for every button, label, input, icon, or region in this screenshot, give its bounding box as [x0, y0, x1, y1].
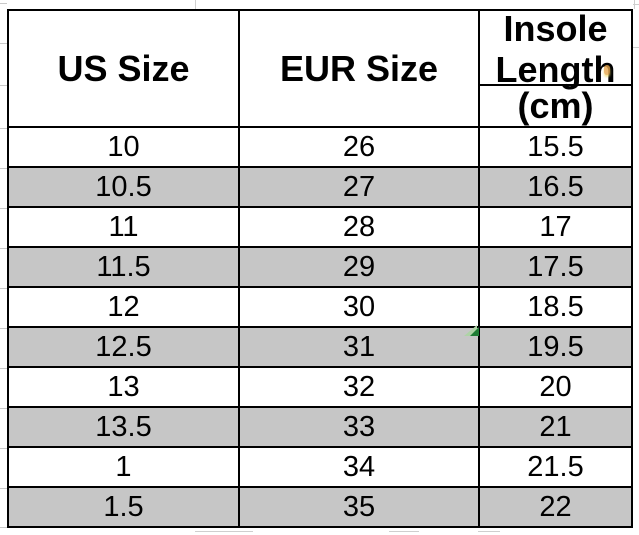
cell-insole-9: 22 [480, 488, 631, 526]
header-split-line [478, 84, 633, 86]
cell-eur-7: 33 [240, 408, 478, 446]
green-cell-marker-icon [470, 327, 479, 336]
cell-eur-5: 31 [240, 328, 478, 366]
gridline-stub [0, 208, 7, 209]
gridline-stub [0, 408, 7, 409]
cell-eur-6: 32 [240, 368, 478, 406]
cell-eur-4: 30 [240, 288, 478, 326]
cell-us-1: 10.5 [9, 168, 238, 206]
gridline-stub [0, 128, 7, 129]
cell-eur-0: 26 [240, 128, 478, 166]
header-cm-unit: (cm) [517, 85, 594, 126]
gridline-stub [0, 168, 7, 169]
gridline-stub [0, 488, 7, 489]
gridline-stub [0, 288, 7, 289]
cell-us-8: 1 [9, 448, 238, 486]
gridline-stub [0, 3, 7, 4]
gridline-stub [0, 527, 7, 528]
gridline-stub [633, 47, 639, 48]
cell-insole-0: 15.5 [480, 128, 631, 166]
cell-insole-6: 20 [480, 368, 631, 406]
cell-insole-2: 17 [480, 208, 631, 246]
gridline-stub [389, 531, 419, 532]
cell-insole-3: 17.5 [480, 248, 631, 286]
gridline-stub [634, 0, 635, 9]
gridline-stub [195, 531, 253, 532]
header-length-word: Length [495, 49, 616, 90]
gridline-stub [0, 248, 7, 249]
header-us-size: US Size [9, 11, 238, 126]
yellow-artifact [604, 65, 610, 75]
gridline-stub [195, 0, 196, 9]
cell-eur-2: 28 [240, 208, 478, 246]
header-insole-word: Insole [503, 8, 608, 49]
cell-us-3: 11.5 [9, 248, 238, 286]
header-insole-length: Insole Length (cm) [478, 8, 633, 126]
cell-us-2: 11 [9, 208, 238, 246]
green-cell-marker-halo [464, 325, 477, 336]
size-chart-table: US Size EUR Size Insole Length (cm) 10 2… [7, 9, 633, 528]
cell-us-5: 12.5 [9, 328, 238, 366]
cell-insole-5: 19.5 [480, 328, 631, 366]
cell-eur-3: 29 [240, 248, 478, 286]
cell-insole-4: 18.5 [480, 288, 631, 326]
gridline-stub [0, 85, 7, 86]
cell-insole-7: 21 [480, 408, 631, 446]
header-eur-size: EUR Size [240, 11, 478, 126]
cell-us-0: 10 [9, 128, 238, 166]
cell-us-7: 13.5 [9, 408, 238, 446]
gridline-stub [633, 4, 639, 5]
cell-eur-8: 34 [240, 448, 478, 486]
cell-us-4: 12 [9, 288, 238, 326]
cell-eur-9: 35 [240, 488, 478, 526]
cell-insole-1: 16.5 [480, 168, 631, 206]
cell-insole-8: 21.5 [480, 448, 631, 486]
gridline-stub [478, 531, 500, 532]
gridline-stub [0, 328, 7, 329]
gridline-stub [0, 43, 7, 44]
cell-us-6: 13 [9, 368, 238, 406]
cell-eur-1: 27 [240, 168, 478, 206]
cell-us-9: 1.5 [9, 488, 238, 526]
gridline-stub [0, 368, 7, 369]
gridline-stub [0, 448, 7, 449]
